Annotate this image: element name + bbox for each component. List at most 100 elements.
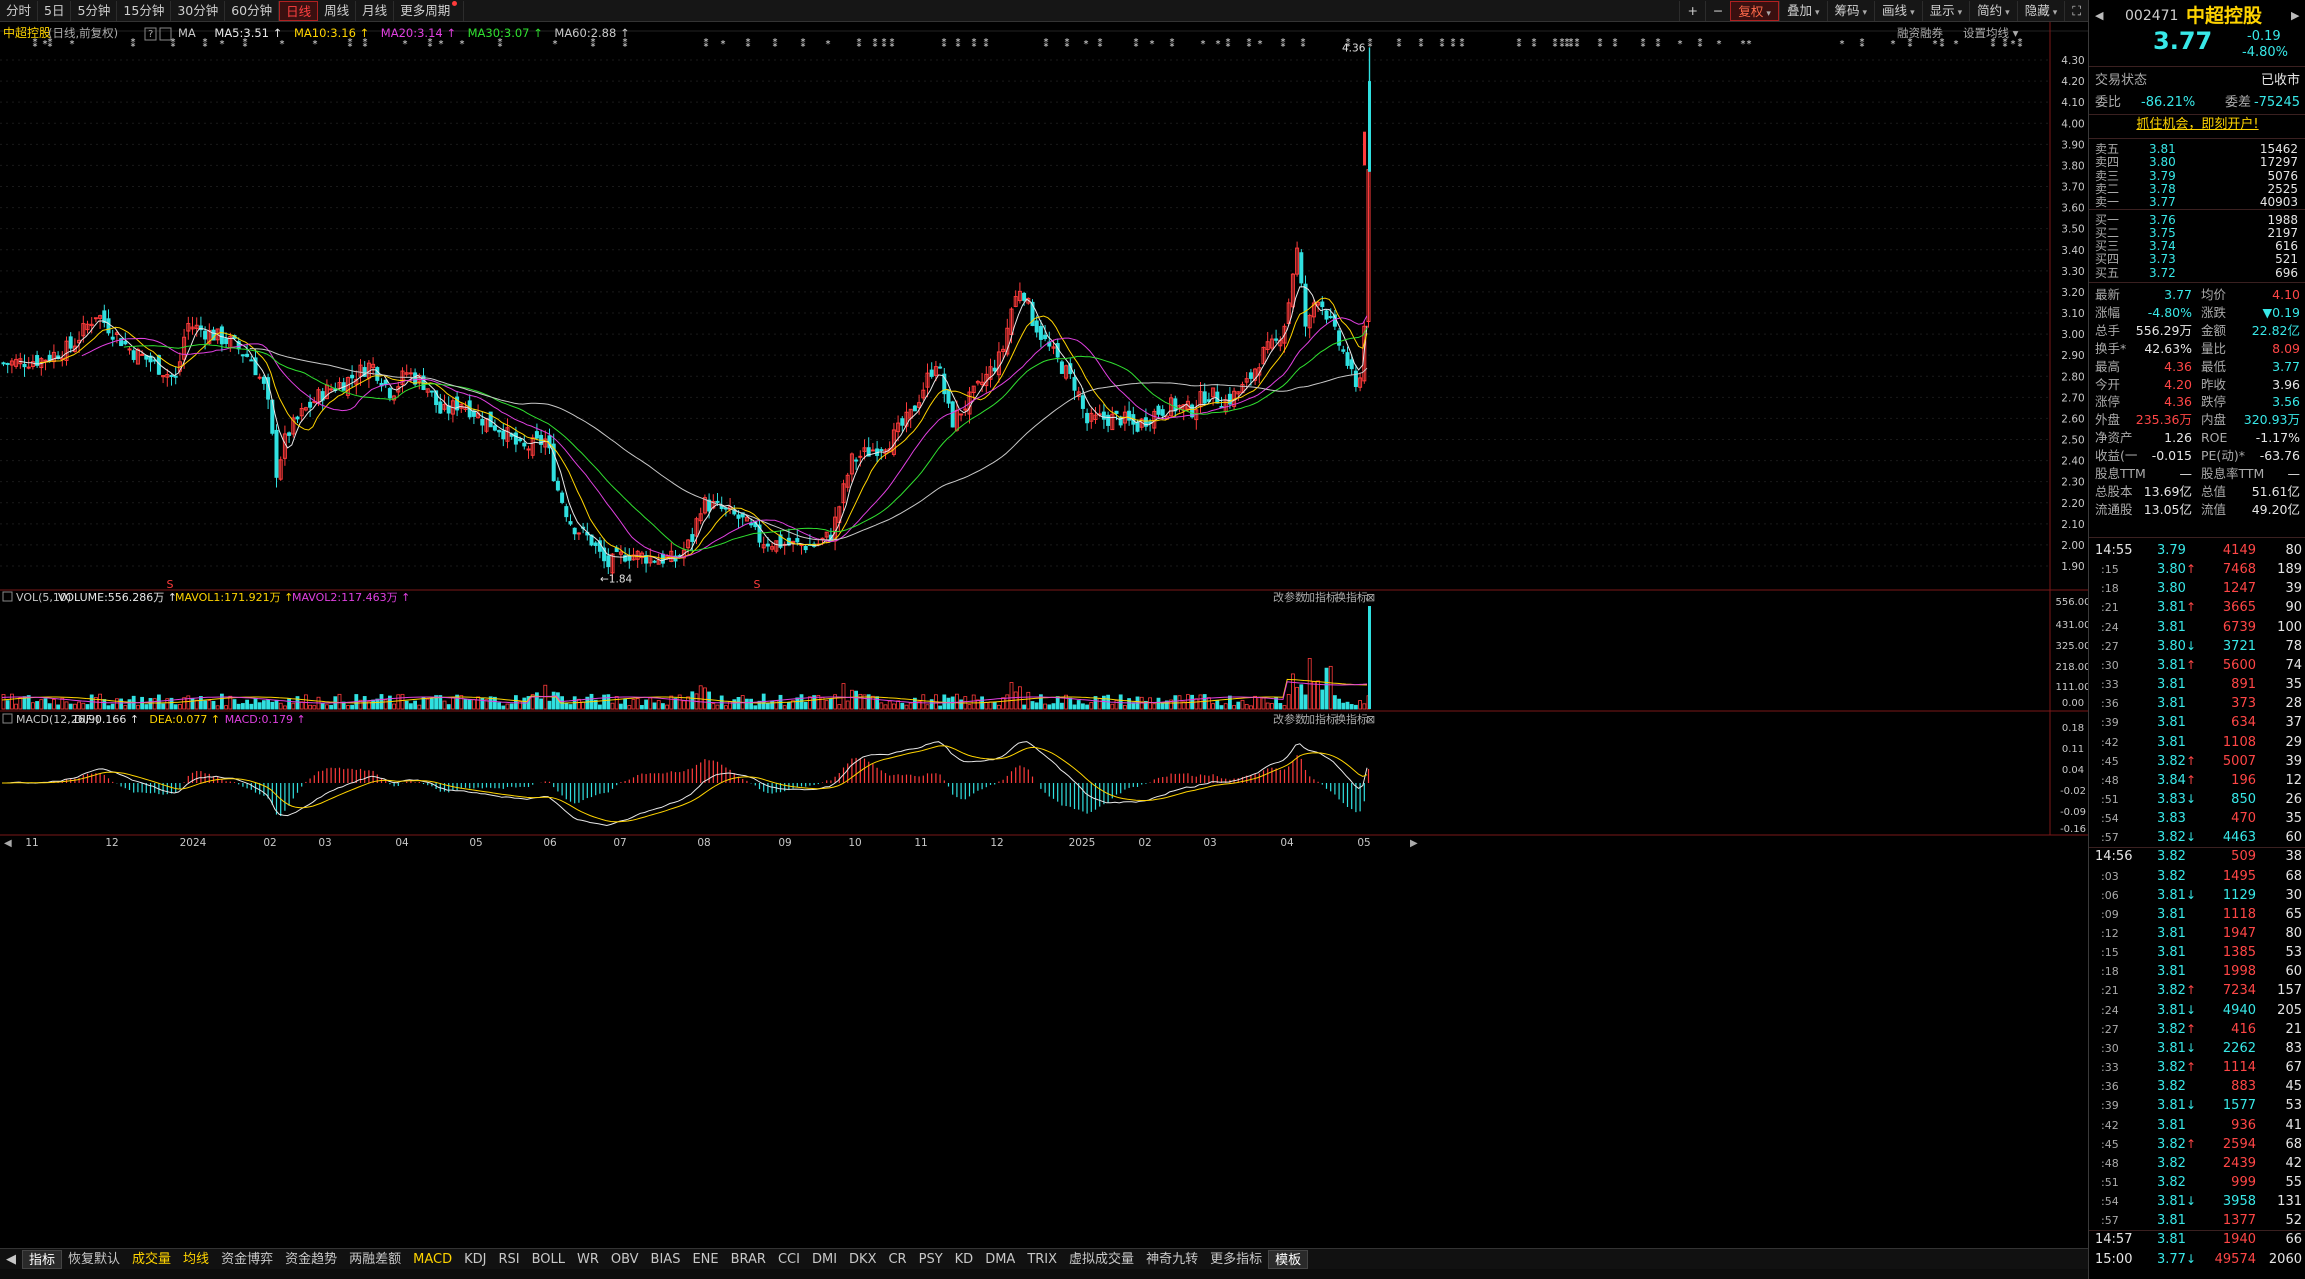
event-marker[interactable]: ⁑ (1553, 37, 1558, 50)
macd-panel-button[interactable]: 加指标 (1304, 712, 1337, 726)
indicator-tab[interactable]: ENE (692, 1251, 719, 1267)
period-tab[interactable]: 5分钟 (71, 0, 118, 21)
indicator-tab[interactable]: WR (577, 1251, 599, 1267)
event-marker[interactable]: ⁑ (363, 37, 368, 50)
period-tab[interactable]: 更多周期 (394, 0, 465, 21)
event-marker[interactable]: * (1258, 39, 1263, 50)
event-marker[interactable]: ⁑ (972, 37, 977, 50)
event-marker[interactable]: * (1741, 39, 1746, 50)
event-marker[interactable]: ⁑ (498, 37, 503, 50)
event-marker[interactable]: ⁑ (623, 37, 628, 50)
indicator-tab[interactable]: 指标 (22, 1249, 63, 1269)
event-marker[interactable]: ⁑ (131, 37, 136, 50)
event-marker[interactable]: ⁑ (1598, 37, 1603, 50)
period-tab[interactable]: 5日 (38, 0, 72, 21)
event-marker[interactable]: * (313, 39, 318, 50)
event-marker[interactable]: ⁑ (1419, 37, 1424, 50)
event-marker[interactable]: * (1891, 39, 1896, 50)
event-marker[interactable]: ⁑ (1460, 37, 1465, 50)
event-marker[interactable]: * (1084, 39, 1089, 50)
vol-panel-button[interactable]: 换指标 (1335, 590, 1368, 604)
event-marker[interactable]: * (403, 39, 408, 50)
event-marker[interactable]: ⁑ (1641, 37, 1646, 50)
event-marker[interactable]: ⁑ (1940, 37, 1945, 50)
event-marker[interactable]: ⁑ (2018, 37, 2023, 50)
event-marker[interactable]: ⁑ (1656, 37, 1661, 50)
scroll-left-icon[interactable]: ◀ (4, 838, 12, 849)
close-icon[interactable]: ⊠ (1366, 591, 1375, 604)
event-marker[interactable]: ⁑ (1698, 37, 1703, 50)
close-icon[interactable]: ⊠ (1366, 713, 1375, 726)
event-marker[interactable]: * (553, 39, 558, 50)
settings-icon[interactable] (159, 27, 172, 41)
event-marker[interactable]: ⁑ (1346, 37, 1351, 50)
event-marker[interactable]: ⁑ (1170, 37, 1175, 50)
event-marker[interactable]: * (1717, 39, 1722, 50)
event-marker[interactable]: ⁑ (428, 37, 433, 50)
back-arrow-icon[interactable]: ◀ (2095, 9, 2104, 22)
help-icon[interactable] (144, 27, 157, 41)
event-marker[interactable]: ⁑ (2003, 37, 2008, 50)
toolbar-button[interactable]: 复权 ▾ (1730, 0, 1779, 21)
event-marker[interactable]: ⁑ (1247, 37, 1252, 50)
indicator-tab[interactable]: PSY (918, 1251, 943, 1267)
event-marker[interactable]: ⁑ (1397, 37, 1402, 50)
indicator-tab[interactable]: 两融差额 (349, 1251, 402, 1267)
toolbar-button[interactable]: 筹码 ▾ (1826, 0, 1875, 21)
event-marker[interactable]: ⁑ (1451, 37, 1456, 50)
set-ma-link[interactable]: 设置均线 ▾ (1963, 26, 2019, 40)
indicator-tab[interactable]: CCI (777, 1251, 800, 1267)
indicator-tab[interactable]: MACD (413, 1251, 453, 1267)
event-marker[interactable]: ⁑ (1440, 37, 1445, 50)
event-marker[interactable]: ⁑ (1569, 37, 1574, 50)
indicator-tab[interactable]: 虚拟成交量 (1069, 1251, 1135, 1267)
indicator-tab[interactable]: 均线 (183, 1251, 210, 1267)
indicator-tab[interactable]: 模板 (1268, 1249, 1309, 1269)
margin-link[interactable]: 融资融券 (1897, 26, 1943, 40)
event-marker[interactable]: ⁑ (591, 37, 596, 50)
indicator-tab[interactable]: BIAS (650, 1251, 681, 1267)
macd-panel-button[interactable]: 改参数 (1273, 712, 1306, 726)
indicator-tab[interactable]: RSI (498, 1251, 520, 1267)
macd-panel-button[interactable]: 换指标 (1335, 712, 1368, 726)
open-account-link[interactable]: 抓住机会，即刻开户! (2136, 117, 2259, 132)
event-marker[interactable]: ⁑ (890, 37, 895, 50)
indicator-tab[interactable]: TRIX (1027, 1251, 1058, 1267)
event-marker[interactable]: ⁑ (857, 37, 862, 50)
vol-panel-button[interactable]: 加指标 (1304, 590, 1337, 604)
event-marker[interactable]: * (826, 39, 831, 50)
period-tab[interactable]: 分时 (0, 0, 39, 21)
event-marker[interactable]: ⁑ (1098, 37, 1103, 50)
open-account-banner[interactable]: 抓住机会，即刻开户! (2089, 116, 2305, 134)
event-marker[interactable]: * (1954, 39, 1959, 50)
indicator-tab[interactable]: 成交量 (132, 1251, 172, 1267)
event-marker[interactable]: ⁑ (1065, 37, 1070, 50)
zoom-in-icon[interactable]: + (1679, 0, 1704, 21)
indicator-tab[interactable]: DMI (811, 1251, 838, 1267)
event-marker[interactable]: ⁑ (1575, 37, 1580, 50)
event-marker[interactable]: * (1933, 39, 1938, 50)
event-marker[interactable]: ⁑ (1860, 37, 1865, 50)
event-marker[interactable]: ⁑ (48, 37, 53, 50)
event-marker[interactable]: ⁑ (1532, 37, 1537, 50)
event-marker[interactable]: * (43, 39, 48, 50)
event-marker[interactable]: ⁑ (33, 37, 38, 50)
toolbar-button[interactable]: 显示 ▾ (1921, 0, 1970, 21)
event-marker[interactable]: ⁑ (1226, 37, 1231, 50)
event-marker[interactable]: ⁑ (801, 37, 806, 50)
period-tab[interactable]: 15分钟 (117, 0, 172, 21)
event-marker[interactable]: ⁑ (873, 37, 878, 50)
event-marker[interactable]: ⁑ (348, 37, 353, 50)
event-marker[interactable]: ⁑ (1991, 37, 1996, 50)
event-marker[interactable]: * (1150, 39, 1155, 50)
indicator-tab[interactable]: BRAR (730, 1251, 766, 1267)
event-marker[interactable]: * (2011, 39, 2016, 50)
event-marker[interactable]: ⁑ (171, 37, 176, 50)
event-marker[interactable]: ⁑ (1517, 37, 1522, 50)
indicator-tab[interactable]: 神奇九转 (1146, 1251, 1199, 1267)
event-marker[interactable]: ⁑ (773, 37, 778, 50)
event-marker[interactable]: ⁑ (882, 37, 887, 50)
forward-arrow-icon[interactable]: ▶ (2291, 9, 2300, 22)
event-marker[interactable]: ⁑ (1044, 37, 1049, 50)
indicator-tab[interactable]: KD (954, 1251, 974, 1267)
